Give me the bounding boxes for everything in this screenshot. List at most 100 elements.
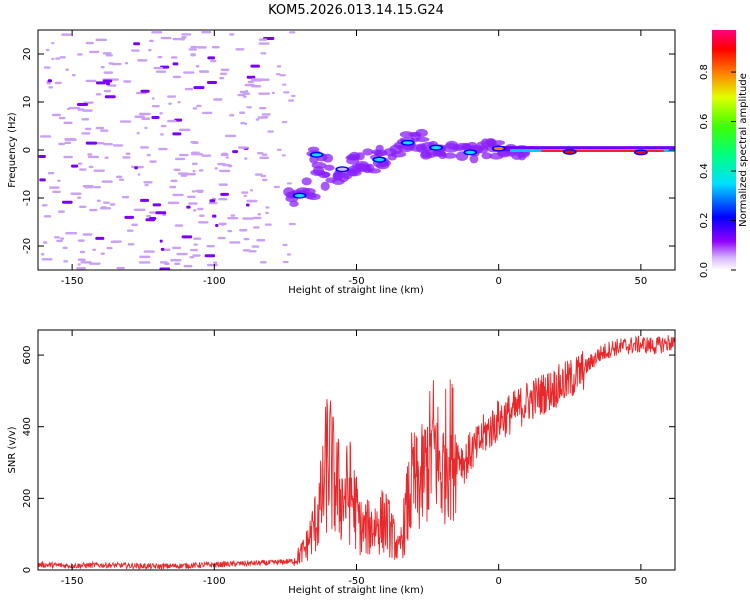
feature-core bbox=[374, 158, 385, 162]
noise-speck bbox=[279, 74, 286, 77]
noise-speck bbox=[55, 57, 61, 60]
signal-halo bbox=[415, 128, 428, 138]
spectrogram-y-tick-label: -10 bbox=[22, 190, 33, 206]
signal-halo bbox=[301, 177, 312, 186]
noise-speck bbox=[240, 121, 246, 125]
signal-halo bbox=[346, 157, 360, 165]
snr-x-axis-label: Height of straight line (km) bbox=[288, 585, 424, 596]
noise-speck bbox=[155, 211, 167, 215]
signal-halo bbox=[332, 170, 344, 181]
noise-speck bbox=[102, 52, 112, 55]
spectrogram-plot-area bbox=[38, 30, 675, 270]
feature-core bbox=[465, 150, 476, 154]
noise-speck bbox=[85, 141, 98, 145]
noise-speck bbox=[104, 95, 116, 99]
noise-speck bbox=[84, 127, 92, 131]
noise-speck bbox=[153, 66, 164, 70]
noise-speck bbox=[261, 178, 268, 182]
noise-speck bbox=[139, 112, 151, 116]
noise-speck bbox=[191, 190, 196, 193]
signal-halo bbox=[355, 152, 365, 161]
noise-speck bbox=[112, 240, 122, 243]
noise-speck bbox=[227, 216, 239, 220]
noise-speck bbox=[41, 204, 48, 207]
noise-speck bbox=[229, 114, 235, 117]
noise-speck bbox=[179, 153, 189, 157]
snr-y-tick-label: 0 bbox=[22, 567, 33, 573]
noise-speck bbox=[125, 152, 131, 155]
noise-speck bbox=[77, 53, 83, 56]
noise-speck bbox=[213, 261, 218, 264]
noise-speck bbox=[70, 192, 82, 195]
noise-speck bbox=[196, 104, 202, 108]
noise-speck bbox=[191, 141, 199, 145]
noise-speck bbox=[133, 42, 141, 46]
noise-speck bbox=[101, 180, 113, 183]
noise-speck bbox=[119, 120, 132, 123]
noise-speck bbox=[265, 206, 270, 209]
noise-speck bbox=[206, 244, 215, 248]
signal-halo bbox=[289, 200, 299, 207]
noise-speck bbox=[124, 61, 129, 65]
snr-x-tick-label: 0 bbox=[496, 576, 502, 587]
snr-plot-area bbox=[38, 335, 675, 570]
snr-series-line bbox=[38, 335, 675, 570]
noise-speck bbox=[283, 91, 290, 94]
noise-speck bbox=[159, 112, 163, 115]
noise-speck bbox=[291, 94, 296, 98]
noise-speck bbox=[172, 246, 182, 250]
noise-speck bbox=[77, 162, 83, 165]
noise-speck bbox=[121, 195, 130, 199]
noise-speck bbox=[242, 217, 254, 220]
signal-halo bbox=[375, 144, 384, 153]
noise-speck bbox=[246, 199, 258, 203]
noise-speck bbox=[192, 254, 201, 257]
noise-speck bbox=[78, 205, 87, 209]
noise-speck bbox=[163, 262, 170, 265]
noise-speck bbox=[239, 90, 248, 94]
noise-speck bbox=[235, 48, 245, 51]
noise-speck bbox=[189, 256, 195, 259]
noise-speck bbox=[59, 56, 66, 59]
noise-speck bbox=[264, 223, 272, 226]
noise-speck bbox=[134, 166, 138, 170]
noise-speck bbox=[123, 80, 132, 83]
colorbar-tick-label: 0.2 bbox=[699, 213, 710, 229]
colorbar-tick-label: 0.8 bbox=[699, 64, 710, 80]
noise-speck bbox=[276, 148, 282, 151]
noise-speck bbox=[39, 135, 52, 138]
noise-speck bbox=[157, 55, 163, 59]
noise-speck bbox=[77, 263, 81, 266]
noise-speck bbox=[183, 71, 195, 74]
snr-y-tick-label: 400 bbox=[22, 417, 33, 436]
noise-speck bbox=[70, 164, 79, 168]
noise-speck bbox=[95, 126, 105, 130]
noise-speck bbox=[193, 237, 202, 240]
noise-speck bbox=[143, 181, 153, 184]
noise-speck bbox=[227, 164, 233, 168]
noise-speck bbox=[137, 59, 148, 62]
noise-speck bbox=[246, 75, 256, 79]
noise-speck bbox=[68, 106, 81, 110]
signal-halo bbox=[362, 148, 374, 156]
noise-speck bbox=[133, 208, 146, 211]
noise-speck bbox=[144, 126, 148, 130]
spectrogram-y-tick-label: 20 bbox=[22, 48, 33, 61]
noise-speck bbox=[85, 41, 94, 45]
noise-speck bbox=[181, 235, 193, 239]
noise-speck bbox=[76, 102, 89, 106]
feature-core bbox=[337, 167, 348, 171]
noise-speck bbox=[127, 243, 135, 246]
noise-speck bbox=[134, 115, 145, 118]
noise-speck bbox=[47, 171, 55, 175]
noise-speck bbox=[39, 178, 46, 182]
noise-speck bbox=[65, 231, 78, 235]
noise-speck bbox=[197, 207, 204, 211]
noise-speck bbox=[221, 223, 225, 226]
noise-speck bbox=[242, 249, 251, 252]
noise-speck bbox=[282, 83, 287, 86]
noise-speck bbox=[192, 107, 198, 110]
noise-speck bbox=[253, 226, 260, 229]
